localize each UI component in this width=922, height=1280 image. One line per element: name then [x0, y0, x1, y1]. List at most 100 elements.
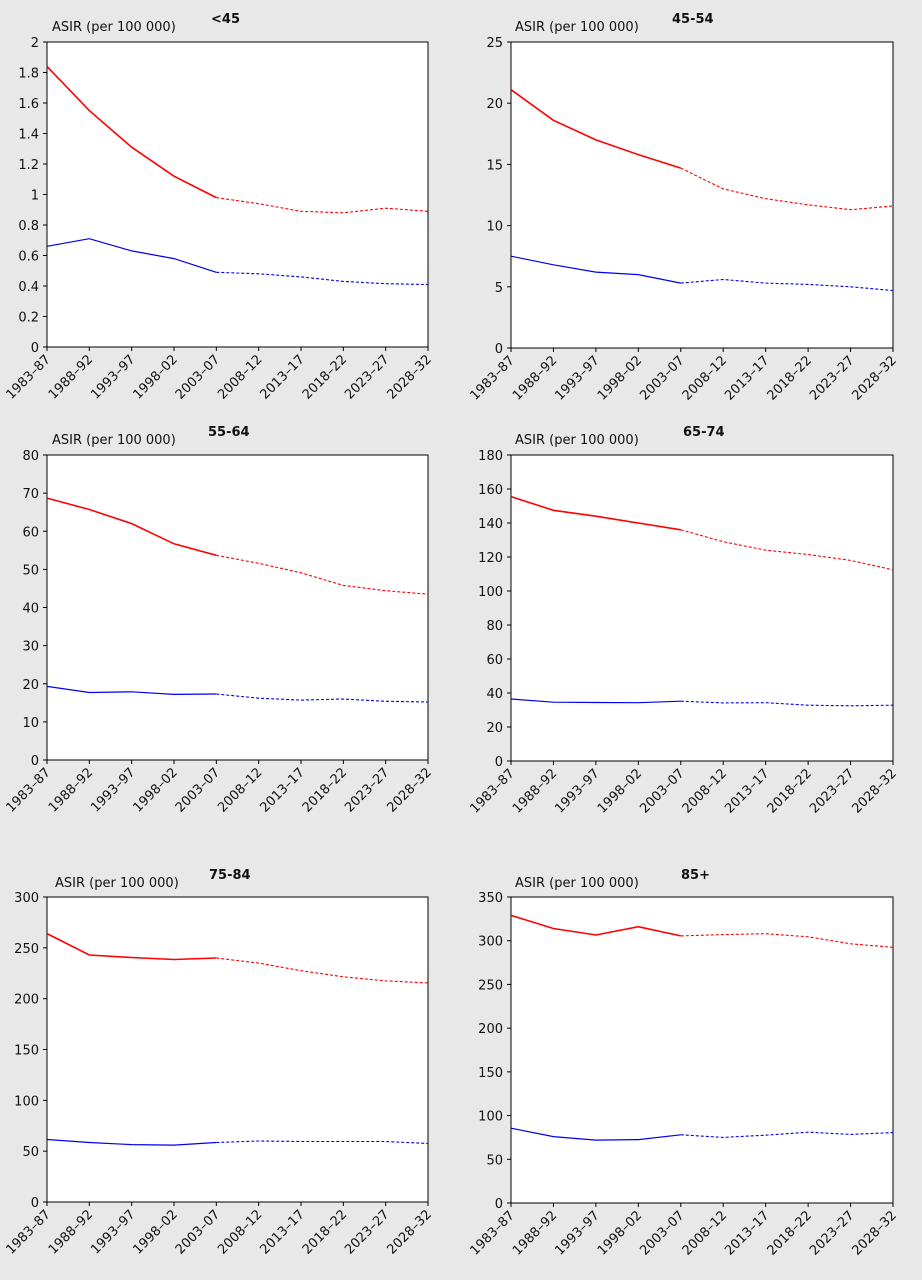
y-tick-label: 0 [31, 341, 39, 356]
x-tick-label: 1988–92 [510, 353, 560, 403]
y-tick-label: 60 [22, 525, 39, 540]
y-tick-label: 10 [22, 716, 39, 731]
blue-series-projected-line [216, 1140, 429, 1145]
y-tick-label: 150 [478, 1066, 503, 1081]
x-tick-label: 2013–17 [722, 1208, 772, 1258]
x-tick-label: 2008–12 [215, 1207, 265, 1257]
y-tick-label: 70 [22, 487, 39, 502]
x-tick-label: 2028–32 [385, 352, 435, 402]
x-tick-label: 1988–92 [46, 352, 96, 402]
x-tick-label: 2013–17 [722, 353, 772, 403]
x-tick-label: 1983–87 [4, 765, 54, 815]
blue-series-observed-line [510, 255, 681, 284]
x-tick-label: 2023–27 [342, 765, 392, 815]
x-tick-label: 2003–07 [173, 352, 223, 402]
chart-panel: ASIR (per 100 000) 65-74 0 20 40 60 80 100 120 14… [468, 425, 900, 817]
y-tick-label: 1.6 [18, 97, 39, 112]
x-tick-label: 1983–87 [468, 766, 518, 816]
blue-series-projected-line [216, 271, 429, 286]
y-tick-label: 1.4 [18, 128, 39, 143]
x-tick-label: 1993–97 [552, 1208, 602, 1258]
x-tick-label: 2003–07 [637, 766, 687, 816]
x-tick-label: 1983–87 [468, 1208, 518, 1258]
x-tick-label: 2028–32 [850, 1208, 900, 1258]
blue-series-projected-line [216, 693, 429, 703]
y-tick-label: 0 [31, 754, 39, 769]
red-series-observed-line [46, 932, 217, 961]
y-tick-label: 1.8 [18, 67, 39, 82]
y-tick-label: 250 [478, 978, 503, 993]
y-tick-label: 200 [478, 1022, 503, 1037]
red-series-projected-line [680, 933, 894, 948]
red-series-projected-line [216, 554, 429, 595]
y-tick-label: 120 [478, 551, 503, 566]
x-tick-label: 1998–02 [131, 765, 181, 815]
x-tick-label: 1993–97 [88, 765, 138, 815]
x-tick-label: 2008–12 [215, 352, 265, 402]
red-series-projected-line [216, 957, 429, 984]
y-tick-label: 20 [486, 97, 503, 112]
y-tick-label: 15 [486, 158, 503, 173]
y-tick-label: 80 [486, 619, 503, 634]
x-tick-label: 2008–12 [215, 765, 265, 815]
x-tick-label: 1983–87 [4, 352, 54, 402]
x-tick-label: 2023–27 [342, 352, 392, 402]
blue-series-observed-line [46, 685, 217, 696]
x-tick-label: 2023–27 [807, 353, 857, 403]
x-tick-label: 1988–92 [510, 766, 560, 816]
y-tick-label: 25 [486, 36, 503, 51]
y-tick-label: 140 [478, 517, 503, 532]
blue-series-observed-line [510, 1127, 681, 1141]
y-axis-label: ASIR (per 100 000) [515, 433, 639, 448]
y-tick-label: 0 [31, 1196, 39, 1211]
x-tick-label: 2023–27 [807, 766, 857, 816]
plot-area [510, 454, 894, 762]
x-tick-label: 2013–17 [722, 766, 772, 816]
panel-title: 65-74 [683, 425, 725, 440]
x-tick-label: 1993–97 [88, 352, 138, 402]
y-tick-label: 0 [495, 1197, 503, 1212]
y-tick-label: 1 [31, 189, 39, 204]
y-tick-label: 2 [31, 36, 39, 51]
y-tick-label: 50 [486, 1153, 503, 1168]
y-tick-label: 0 [495, 755, 503, 770]
x-tick-label: 2003–07 [637, 353, 687, 403]
y-tick-label: 0.4 [18, 280, 39, 295]
x-tick-label: 1988–92 [46, 765, 96, 815]
x-tick-label: 1983–87 [468, 353, 518, 403]
panel-title: 85+ [681, 868, 710, 883]
chart-panel: ASIR (per 100 000) 75-84 0 50 100 150 200 250 30… [4, 868, 435, 1258]
red-series-projected-line [680, 167, 894, 211]
x-tick-label: 2013–17 [258, 1207, 308, 1257]
x-tick-label: 1988–92 [46, 1207, 96, 1257]
plot-area [46, 41, 429, 348]
plot-area [46, 454, 429, 761]
x-tick-label: 2018–22 [300, 352, 350, 402]
x-tick-label: 2003–07 [173, 1207, 223, 1257]
x-tick-label: 2018–22 [300, 765, 350, 815]
y-tick-label: 300 [478, 935, 503, 950]
chart-panel: ASIR (per 100 000) 55-64 0 10 20 30 40 50 60 70 80… [4, 425, 435, 816]
y-tick-label: 50 [22, 1145, 39, 1160]
plot-area [510, 41, 894, 349]
y-tick-label: 0.8 [18, 219, 39, 234]
x-tick-label: 2003–07 [173, 765, 223, 815]
x-tick-label: 1983–87 [4, 1207, 54, 1257]
y-tick-label: 100 [14, 1094, 39, 1109]
y-tick-label: 100 [478, 1110, 503, 1125]
panel-title: 75-84 [209, 868, 251, 883]
x-tick-label: 2008–12 [680, 766, 730, 816]
y-axis-label: ASIR (per 100 000) [52, 433, 176, 448]
blue-series-observed-line [46, 238, 217, 273]
y-tick-label: 180 [478, 449, 503, 464]
blue-series-projected-line [680, 278, 894, 292]
y-tick-label: 20 [486, 721, 503, 736]
y-tick-label: 30 [22, 640, 39, 655]
x-tick-label: 2013–17 [258, 352, 308, 402]
y-tick-label: 0.2 [18, 311, 39, 326]
y-axis-label: ASIR (per 100 000) [52, 20, 176, 35]
x-tick-label: 2018–22 [765, 353, 815, 403]
x-tick-label: 2018–22 [765, 1208, 815, 1258]
y-tick-label: 20 [22, 678, 39, 693]
red-series-projected-line [216, 197, 429, 214]
